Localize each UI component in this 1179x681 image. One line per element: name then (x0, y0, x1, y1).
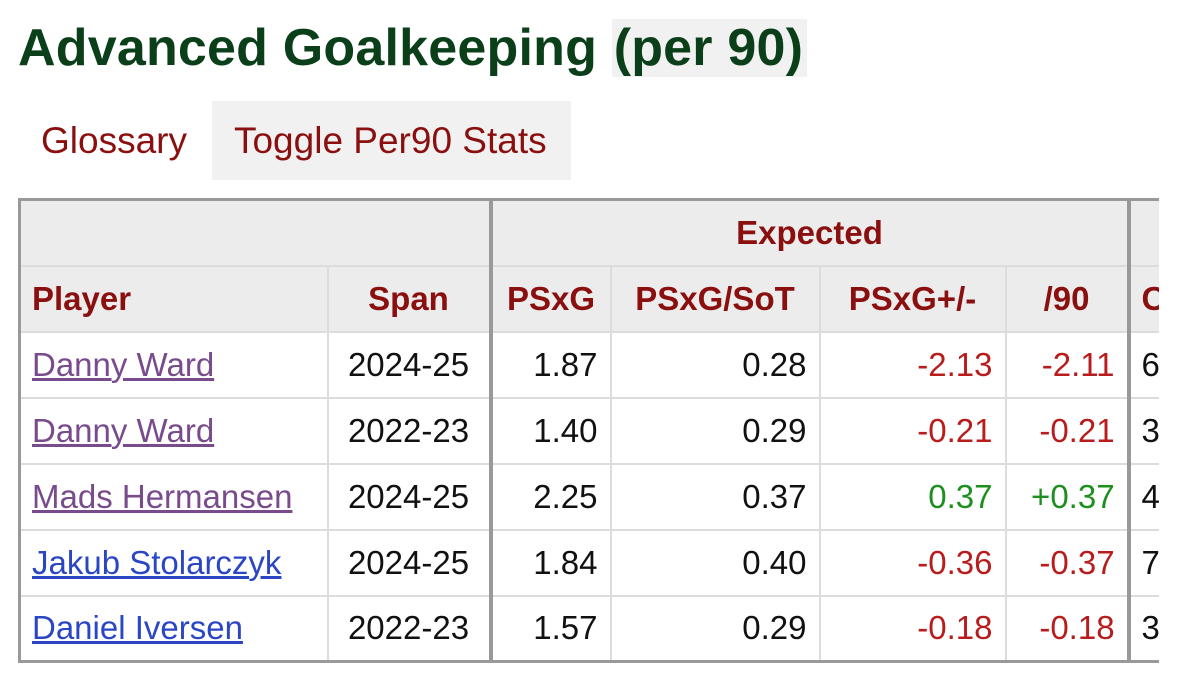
psxg-plus-minus-cell: -0.36 (818, 528, 1007, 597)
goalkeeping-table: Expected Player Span PSxG PSxG/SoT PSxG+… (18, 198, 1159, 663)
psxg-sot-cell: 0.28 (609, 330, 821, 399)
psxg-plus-minus-cell: -0.21 (818, 396, 1007, 465)
next-cell: 6 (1126, 330, 1159, 399)
title-main: Advanced Goalkeeping (18, 19, 612, 77)
col-header-player[interactable]: Player (18, 264, 329, 333)
span-cell: 2022-23 (326, 396, 492, 465)
col-header-psxg-sot[interactable]: PSxG/SoT (609, 264, 821, 333)
per90-cell: +0.37 (1004, 462, 1130, 531)
per90-cell: -0.21 (1004, 396, 1130, 465)
psxg-cell: 1.40 (488, 396, 612, 465)
player-link[interactable]: Danny Ward (32, 345, 215, 383)
col-header-per90[interactable]: /90 (1004, 264, 1130, 333)
psxg-plus-minus-cell: -2.13 (818, 330, 1007, 399)
column-header-row: Player Span PSxG PSxG/SoT PSxG+/- /90 C (18, 264, 1159, 333)
per90-cell: -0.37 (1004, 528, 1130, 597)
next-cell: 3 (1126, 396, 1159, 465)
psxg-cell: 1.84 (488, 528, 612, 597)
psxg-cell: 2.25 (488, 462, 612, 531)
col-header-psxg[interactable]: PSxG (488, 264, 612, 333)
next-cell: 3 (1126, 594, 1159, 663)
glossary-link[interactable]: Glossary (41, 120, 187, 161)
span-cell: 2024-25 (326, 330, 492, 399)
psxg-cell: 1.87 (488, 330, 612, 399)
over-header-blank (18, 198, 492, 267)
per90-cell: -2.11 (1004, 330, 1130, 399)
psxg-sot-cell: 0.40 (609, 528, 821, 597)
next-cell: 7 (1126, 528, 1159, 597)
toggle-per90-button[interactable]: Toggle Per90 Stats (211, 101, 571, 180)
psxg-plus-minus-cell: 0.37 (818, 462, 1007, 531)
stats-table-container[interactable]: Expected Player Span PSxG PSxG/SoT PSxG+… (18, 198, 1159, 664)
col-header-psxg-plus-minus[interactable]: PSxG+/- (818, 264, 1007, 333)
over-header-row: Expected (18, 198, 1159, 267)
table-row: Mads Hermansen 2024-25 2.25 0.37 0.37 +0… (18, 462, 1159, 531)
table-toolbar: Glossary Toggle Per90 Stats (22, 101, 571, 180)
over-header-expected: Expected (488, 198, 1130, 267)
psxg-sot-cell: 0.29 (609, 594, 821, 663)
page-title: Advanced Goalkeeping (per 90) (18, 10, 808, 86)
span-cell: 2024-25 (326, 528, 492, 597)
title-per90-highlight: (per 90) (611, 19, 808, 77)
table-row: Jakub Stolarczyk 2024-25 1.84 0.40 -0.36… (18, 528, 1159, 597)
table-row: Daniel Iversen 2022-23 1.57 0.29 -0.18 -… (18, 594, 1159, 663)
over-header-next (1126, 198, 1159, 267)
span-cell: 2024-25 (326, 462, 492, 531)
psxg-sot-cell: 0.29 (609, 396, 821, 465)
next-cell: 4 (1126, 462, 1159, 531)
table-row: Danny Ward 2024-25 1.87 0.28 -2.13 -2.11… (18, 330, 1159, 399)
psxg-cell: 1.57 (488, 594, 612, 663)
player-link[interactable]: Mads Hermansen (32, 477, 293, 515)
per90-cell: -0.18 (1004, 594, 1130, 663)
psxg-sot-cell: 0.37 (609, 462, 821, 531)
player-link[interactable]: Daniel Iversen (32, 609, 243, 647)
player-link[interactable]: Jakub Stolarczyk (32, 543, 282, 581)
table-row: Danny Ward 2022-23 1.40 0.29 -0.21 -0.21… (18, 396, 1159, 465)
player-link[interactable]: Danny Ward (32, 411, 215, 449)
col-header-span[interactable]: Span (326, 264, 492, 333)
col-header-next[interactable]: C (1126, 264, 1159, 333)
psxg-plus-minus-cell: -0.18 (818, 594, 1007, 663)
span-cell: 2022-23 (326, 594, 492, 663)
